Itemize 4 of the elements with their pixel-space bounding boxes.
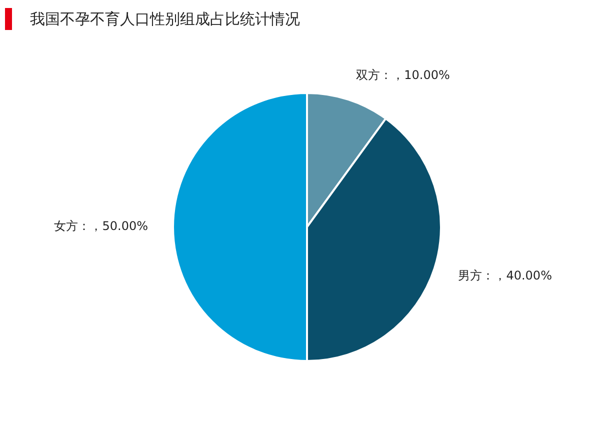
slice-label: 双方：，10.00% bbox=[356, 68, 450, 82]
slice-label: 男方：，40.00% bbox=[458, 268, 552, 282]
slice-label: 女方：，50.00% bbox=[54, 219, 148, 234]
chart-title: 我国不孕不育人口性别组成占比统计情况 bbox=[30, 10, 300, 29]
